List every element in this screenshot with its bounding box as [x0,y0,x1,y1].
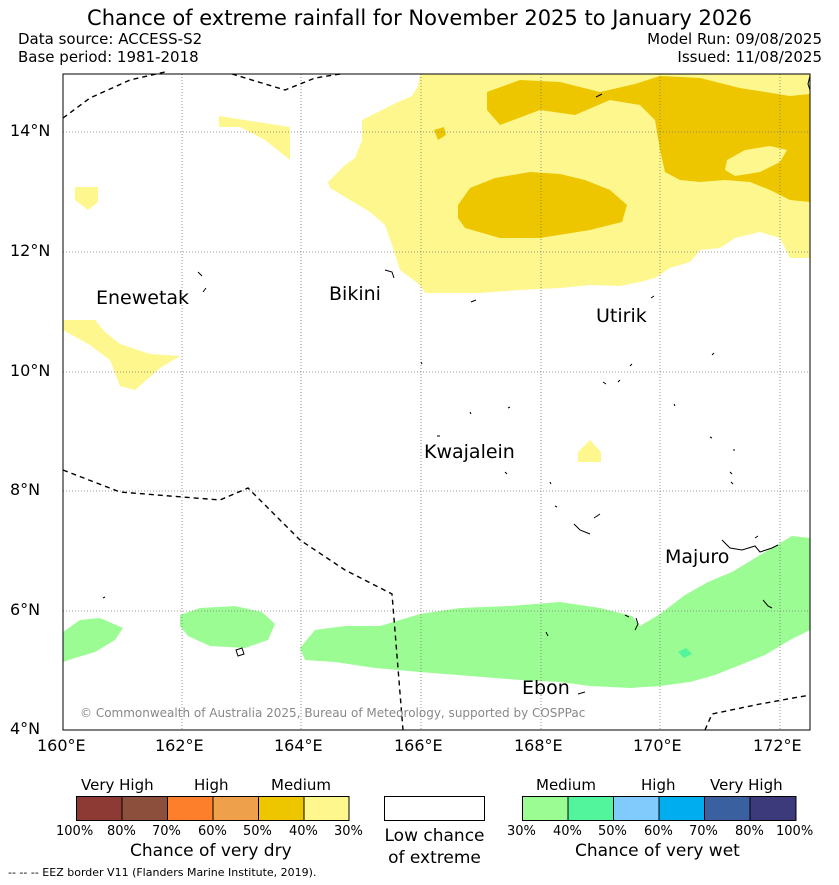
place-label-majuro: Majuro [665,546,730,568]
wet-colorbar-swatch [522,796,569,821]
dry-legend-tick: 30% [334,824,363,839]
dry-patch-west [75,187,98,210]
dry-legend-tick: 60% [198,824,227,839]
eez-borders [62,71,811,731]
dry-colorbar-swatch [303,796,350,821]
y-tick-label: 4°N [10,719,41,738]
place-label-enewetak: Enewetak [96,287,190,309]
wet-legend-caption: Chance of very wet [575,841,740,861]
wet-legend-tick: 50% [598,824,627,839]
wet-west-patch [63,618,123,662]
map-title: Chance of extreme rainfall for November … [87,6,752,30]
dry-colorbar-swatch [76,796,123,821]
wet-colorbar-swatch [704,796,751,821]
y-tick-label: 6°N [10,600,41,619]
eez-border-north [62,71,166,119]
dry-patch-southwest [63,320,180,390]
issued-label: Issued: 11/08/2025 [677,48,822,66]
eez-border-south-east [704,694,811,731]
y-tick-label: 8°N [10,480,41,499]
low-chance-caption-line2: of extreme [388,848,481,868]
dry-colorbar-swatch [258,796,305,821]
x-tick-label: 162°E [155,736,204,755]
wet-legend-tick: 60% [644,824,673,839]
x-tick-label: 164°E [274,736,323,755]
eez-footnote: -- -- -- EEZ border V11 (Flanders Marine… [8,866,317,879]
dry-light-hole [725,146,787,176]
wet-colorbar-swatch [567,796,614,821]
dry-legend-heading: Very High [81,776,154,794]
dry-colorbar-swatch [121,796,168,821]
wet-colorbar-swatch [658,796,705,821]
y-tick-label: 14°N [10,121,51,140]
low-chance-swatch [384,796,485,821]
x-tick-label: 172°E [753,736,802,755]
x-tick-label: 160°E [37,736,86,755]
model-run-label: Model Run: 09/08/2025 [647,30,822,48]
wet-medium-dark-speck [678,648,692,658]
place-label-kwajalein: Kwajalein [424,441,515,463]
dry-legend-tick: 40% [289,824,318,839]
wet-colorbar-swatch [749,796,797,821]
place-label-bikini: Bikini [329,283,381,305]
wet-legend-heading: Very High [710,776,783,794]
dry-colorbar [76,796,350,821]
dry-dark-speck [434,127,446,140]
base-period-label: Base period: 1981-2018 [18,48,199,66]
wet-legend-tick: 30% [507,824,536,839]
wet-main-band [300,536,810,688]
wet-legend-heading: High [641,776,676,794]
copyright-credit: © Commonwealth of Australia 2025, Bureau… [80,706,586,720]
dry-dark-center [458,172,627,238]
dry-legend-heading: High [194,776,229,794]
wet-legend-tick: 80% [735,824,764,839]
dry-legend-tick: 70% [152,824,181,839]
x-tick-label: 168°E [514,736,563,755]
x-tick-label: 170°E [633,736,682,755]
dry-legend-caption: Chance of very dry [130,841,292,861]
dry-patch-central [578,440,601,462]
wet-legend-tick: 70% [689,824,718,839]
dry-legend-tick: 80% [107,824,136,839]
dry-colorbar-swatch [167,796,214,821]
place-label-ebon: Ebon [522,677,570,699]
dry-legend-tick: 50% [243,824,272,839]
wet-legend-tick: 40% [553,824,582,839]
map-frame [62,73,811,731]
dry-medium-dark-area [434,76,810,238]
place-label-utirik: Utirik [596,305,647,327]
dry-colorbar-swatch [212,796,259,821]
dry-patch-north [219,116,290,160]
low-chance-caption-line1: Low chance [384,826,485,846]
wet-middle-patch [180,606,275,648]
y-tick-label: 12°N [10,241,51,260]
map-gridlines [63,74,810,730]
y-tick-label: 10°N [10,361,51,380]
wet-colorbar-swatch [613,796,660,821]
wet-legend-heading: Medium [536,776,596,794]
eez-border-north-east [231,73,341,91]
dry-legend-tick: 100% [56,824,94,839]
wet-colorbar [522,796,797,821]
data-source-label: Data source: ACCESS-S2 [18,30,203,48]
x-tick-label: 166°E [394,736,443,755]
dry-legend-heading: Medium [271,776,331,794]
islands [102,75,811,695]
eez-border-south [62,469,404,731]
wet-legend-tick: 100% [776,824,814,839]
